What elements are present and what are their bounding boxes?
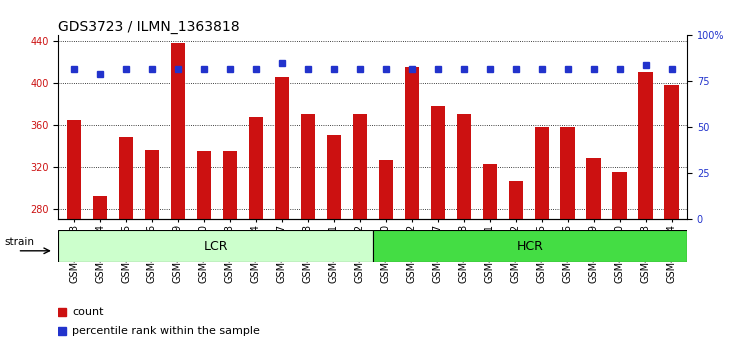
Text: strain: strain (4, 237, 34, 247)
Bar (93, 196, 107, 219)
Bar (509, 181, 523, 219)
Bar (352, 114, 367, 219)
Bar (275, 78, 289, 219)
Text: count: count (72, 307, 104, 317)
Bar (145, 150, 159, 219)
Bar (586, 159, 601, 219)
Bar (300, 114, 315, 219)
Bar (379, 160, 393, 219)
Bar (119, 137, 133, 219)
Bar (613, 172, 626, 219)
Bar (534, 127, 549, 219)
Bar (171, 43, 185, 219)
Bar (197, 151, 211, 219)
Bar (58, 230, 373, 262)
Text: percentile rank within the sample: percentile rank within the sample (72, 326, 260, 336)
Bar (327, 135, 341, 219)
Bar (67, 120, 81, 219)
Text: GDS3723 / ILMN_1363818: GDS3723 / ILMN_1363818 (58, 21, 240, 34)
Bar (431, 106, 445, 219)
Bar (638, 72, 653, 219)
Text: LCR: LCR (203, 240, 228, 252)
Bar (664, 85, 678, 219)
Text: HCR: HCR (517, 240, 543, 252)
Bar (457, 114, 471, 219)
Bar (405, 67, 419, 219)
Bar (482, 164, 497, 219)
Bar (249, 118, 263, 219)
Bar (561, 127, 575, 219)
Bar (373, 230, 687, 262)
Bar (223, 151, 237, 219)
